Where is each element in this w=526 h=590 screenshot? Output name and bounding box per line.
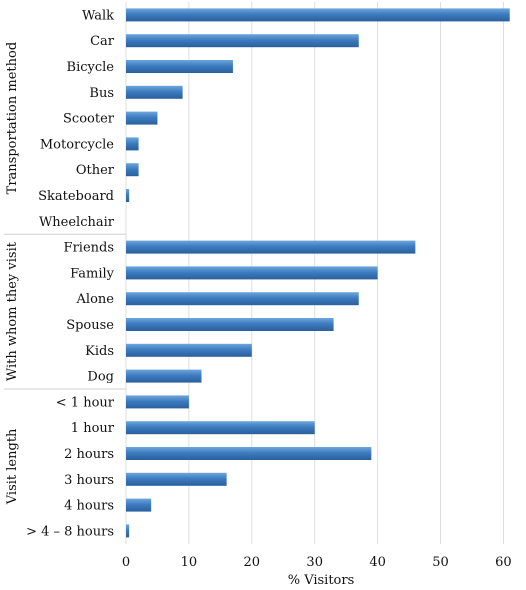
category-label: Bus [89, 86, 114, 101]
x-tick-labels: 0 10 20 30 40 50 60 [122, 555, 512, 570]
bar [126, 240, 416, 254]
category-label: < 1 hour [56, 395, 115, 410]
category-label: Wheelchair [39, 215, 115, 230]
bar [126, 34, 359, 48]
category-label: 2 hours [64, 447, 114, 462]
bar [126, 85, 183, 99]
x-tick-label: 0 [122, 555, 130, 570]
bar [126, 524, 130, 538]
category-label: > 4 – 8 hours [26, 524, 114, 539]
bar [126, 8, 510, 22]
x-tick-label: 20 [244, 555, 261, 570]
category-labels: Walk Car Bicycle Bus Scooter Motorcycle Other S… [26, 8, 115, 539]
bars [126, 8, 510, 538]
category-label: Alone [76, 292, 115, 307]
category-label: Kids [85, 344, 114, 359]
bar [126, 137, 139, 151]
category-label: Scooter [63, 112, 115, 127]
bar [126, 292, 359, 306]
category-label: Skateboard [38, 189, 114, 204]
bar [126, 60, 233, 73]
category-label: Other [76, 163, 115, 178]
x-tick-label: 10 [181, 555, 198, 570]
category-label: Dog [87, 370, 114, 385]
group-label: With whom they visit [5, 241, 20, 381]
x-tick-label: 30 [306, 555, 323, 570]
bar [126, 421, 315, 435]
group-labels: Transportation method With whom they visi… [4, 42, 126, 505]
bar [126, 266, 378, 280]
bar [126, 111, 158, 125]
category-label: Bicycle [67, 60, 115, 75]
bar [126, 163, 139, 177]
bar [126, 343, 252, 357]
x-axis-title: % Visitors [288, 573, 355, 588]
category-label: 4 hours [64, 499, 114, 514]
category-label: Walk [82, 8, 114, 23]
bar [126, 189, 130, 202]
category-label: 3 hours [64, 473, 114, 488]
category-label: Spouse [66, 318, 114, 333]
category-label: Family [70, 266, 115, 281]
bar [126, 472, 227, 486]
category-label: Car [90, 34, 115, 49]
group-label: Transportation method [5, 42, 20, 195]
x-tick-label: 50 [432, 555, 449, 570]
x-tick-label: 60 [495, 555, 512, 570]
category-label: 1 hour [71, 421, 115, 436]
x-tick-label: 40 [369, 555, 386, 570]
category-label: Motorcycle [40, 137, 114, 152]
bar [126, 318, 334, 331]
bar [126, 395, 189, 409]
category-label: Friends [64, 241, 114, 256]
group-label: Visit length [5, 428, 20, 505]
bar [126, 447, 372, 460]
bar [126, 498, 152, 512]
bar [126, 369, 202, 383]
